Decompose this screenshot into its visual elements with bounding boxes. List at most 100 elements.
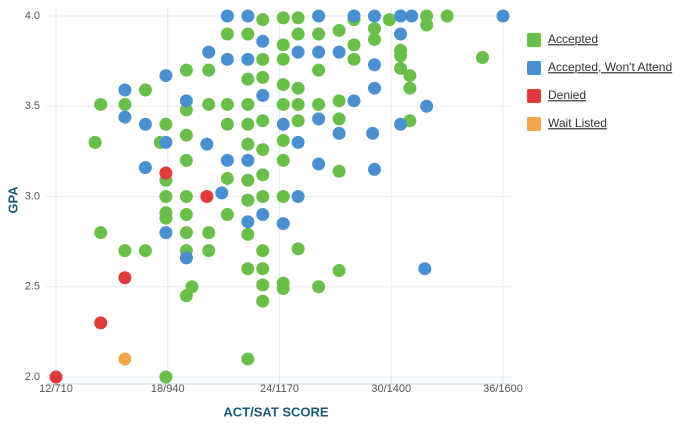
- point: [256, 52, 270, 66]
- point: [256, 168, 270, 182]
- legend-label[interactable]: Wait Listed: [548, 116, 607, 130]
- y-tick-label: 3.0: [25, 190, 40, 202]
- legend-label[interactable]: Accepted: [548, 32, 598, 46]
- point: [159, 190, 173, 203]
- point: [256, 278, 270, 292]
- series: [118, 352, 132, 366]
- y-tick-label: 2.0: [25, 371, 40, 383]
- point: [291, 11, 305, 25]
- point: [118, 244, 132, 258]
- point: [332, 23, 346, 37]
- point: [220, 117, 234, 131]
- point: [256, 13, 270, 27]
- legend-label[interactable]: Accepted, Won't Attend: [548, 60, 672, 74]
- point: [202, 63, 216, 77]
- y-axis-title: GPA: [5, 186, 20, 214]
- point: [367, 32, 381, 46]
- x-tick-label: 36/1600: [483, 383, 523, 395]
- point: [291, 242, 305, 256]
- point: [241, 193, 255, 207]
- point: [202, 97, 216, 111]
- y-tick-label: 3.5: [25, 100, 40, 112]
- point: [256, 190, 270, 203]
- point: [367, 162, 381, 176]
- point: [256, 88, 270, 102]
- point: [332, 112, 346, 126]
- point: [276, 52, 290, 66]
- point: [367, 58, 381, 72]
- point: [241, 215, 255, 229]
- point: [312, 280, 326, 294]
- point: [138, 83, 152, 97]
- point: [403, 69, 417, 83]
- x-tick-label: 18/940: [151, 383, 185, 395]
- point: [312, 63, 326, 77]
- x-tick-label: 24/1170: [260, 383, 299, 395]
- x-tick-label: 30/1400: [371, 383, 411, 395]
- point: [403, 81, 417, 95]
- point: [256, 294, 270, 308]
- point: [118, 83, 132, 97]
- series: [49, 166, 214, 384]
- point: [496, 9, 510, 23]
- point: [256, 244, 270, 258]
- point: [118, 110, 132, 124]
- point: [88, 135, 102, 149]
- point: [241, 153, 255, 167]
- point: [256, 114, 270, 128]
- point: [405, 9, 419, 23]
- point: [291, 27, 305, 41]
- point: [332, 126, 346, 140]
- point: [291, 190, 305, 203]
- point: [332, 264, 346, 278]
- point: [241, 9, 255, 23]
- point: [291, 97, 305, 111]
- point: [159, 135, 173, 149]
- point: [179, 208, 193, 222]
- point: [394, 117, 408, 131]
- point: [241, 262, 255, 276]
- point: [394, 9, 408, 23]
- y-tick-label: 4.0: [25, 10, 40, 22]
- point: [394, 27, 408, 41]
- point: [138, 161, 152, 175]
- point: [241, 97, 255, 111]
- point: [179, 153, 193, 167]
- point: [276, 78, 290, 92]
- point: [179, 63, 193, 77]
- point: [276, 117, 290, 131]
- point: [94, 316, 108, 330]
- point: [440, 9, 454, 23]
- legend-swatch: [527, 61, 541, 75]
- point: [276, 11, 290, 25]
- point: [347, 52, 361, 66]
- legend-swatch: [527, 33, 541, 47]
- point: [420, 9, 434, 23]
- point: [276, 38, 290, 52]
- point: [49, 370, 63, 384]
- point: [291, 114, 305, 128]
- point: [94, 226, 108, 240]
- point: [220, 27, 234, 41]
- point: [291, 45, 305, 59]
- point: [241, 72, 255, 86]
- series: [118, 9, 510, 276]
- point: [312, 27, 326, 41]
- point: [179, 103, 193, 117]
- point: [138, 117, 152, 131]
- point: [185, 280, 199, 294]
- point: [179, 226, 193, 240]
- point: [159, 117, 173, 131]
- point: [256, 208, 270, 222]
- point: [394, 61, 408, 75]
- point: [220, 52, 234, 66]
- legend-label[interactable]: Denied: [548, 88, 586, 102]
- x-axis-title: ACT/SAT SCORE: [223, 404, 329, 419]
- point: [220, 171, 234, 185]
- point: [347, 38, 361, 52]
- point: [220, 9, 234, 23]
- point: [418, 262, 432, 276]
- point: [366, 126, 380, 140]
- point: [179, 128, 193, 142]
